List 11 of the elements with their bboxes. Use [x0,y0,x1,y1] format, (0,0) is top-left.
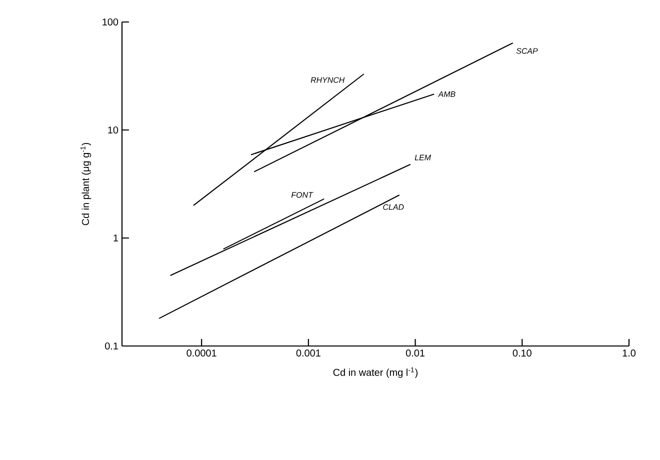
x-tick-label: 1.0 [622,350,636,357]
y-tick-label: 1 [114,234,118,242]
x-tick-label: 0.01 [406,350,425,357]
y-tick-label: 10 [108,126,118,134]
x-tick-label: 0.001 [296,350,320,357]
x-tick-label: 0.10 [512,350,532,357]
x-tick-label: 0.0001 [186,350,216,357]
y-axis-title: Cd in plant (μg g$^{-1}$) [80,142,92,226]
x-axis-title: Cd in water (mg l$^{-1}$) [333,367,418,378]
y-tick-label: 0.1 [105,342,118,350]
y-tick-label: 100 [102,18,118,26]
